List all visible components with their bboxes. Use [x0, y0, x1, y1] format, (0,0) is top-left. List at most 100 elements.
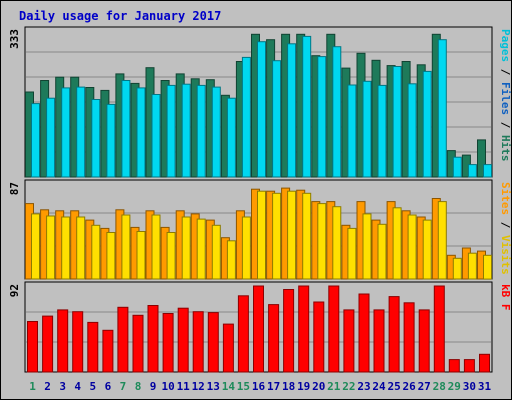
bar-files-17: [272, 60, 282, 178]
bar-sites-4: [76, 216, 86, 280]
bar-files-19: [302, 35, 312, 178]
bar-files-14: [226, 97, 236, 178]
bar-kb-f-15: [237, 295, 249, 373]
x-tick-27: 27: [418, 380, 431, 393]
bar-sites-10: [166, 232, 176, 280]
panel-kbytes: 92 kB F: [8, 281, 511, 373]
bar-kb-f-7: [117, 306, 129, 373]
axis-label-part: /: [499, 62, 511, 82]
bar-kb-f-9: [147, 305, 159, 373]
bar-sites-1: [31, 213, 40, 280]
bar-kb-f-14: [222, 323, 234, 373]
bar-files-7: [121, 80, 131, 178]
bar-sites-31: [483, 254, 492, 280]
x-tick-25: 25: [387, 380, 400, 393]
x-tick-13: 13: [207, 380, 220, 393]
x-tick-7: 7: [120, 380, 127, 393]
panel-visits_sites: 87 Sites / Visits: [8, 179, 511, 280]
x-tick-8: 8: [135, 380, 142, 393]
max-label: 92: [8, 284, 21, 297]
x-tick-12: 12: [192, 380, 205, 393]
bar-files-1: [31, 103, 40, 178]
bar-kb-f-20: [313, 301, 325, 373]
x-tick-21: 21: [327, 380, 341, 393]
bar-kb-f-10: [162, 313, 174, 373]
bar-files-3: [61, 87, 71, 178]
bar-files-9: [151, 94, 161, 178]
bar-kb-f-19: [298, 285, 310, 373]
bar-files-31: [483, 164, 492, 178]
bar-sites-25: [392, 207, 402, 280]
bar-files-29: [452, 156, 462, 178]
x-tick-2: 2: [44, 380, 51, 393]
bar-hits-31: [477, 139, 486, 178]
bar-kb-f-2: [42, 315, 54, 373]
bar-kb-f-17: [268, 304, 280, 373]
bar-files-4: [76, 86, 86, 178]
x-tick-23: 23: [357, 380, 370, 393]
bar-sites-11: [181, 216, 191, 280]
axis-label-part: Pages: [499, 29, 511, 62]
bar-kb-f-22: [343, 309, 355, 373]
axis-label-hits_files_pages: Pages / Files / Hits: [499, 29, 511, 162]
x-tick-3: 3: [59, 380, 66, 393]
bar-sites-19: [302, 192, 312, 280]
bar-kb-f-26: [403, 302, 415, 373]
bar-kb-f-11: [177, 307, 189, 373]
axis-label-visits_sites: Sites / Visits: [499, 182, 511, 275]
bar-files-15: [241, 56, 251, 178]
x-tick-26: 26: [402, 380, 416, 393]
bar-files-26: [407, 83, 417, 178]
bar-sites-26: [407, 214, 417, 280]
max-label: 87: [8, 182, 21, 195]
x-tick-24: 24: [372, 380, 386, 393]
bar-sites-27: [422, 219, 432, 280]
bar-kb-f-24: [373, 309, 385, 373]
bar-files-16: [257, 41, 266, 178]
bar-sites-7: [121, 214, 131, 280]
bar-sites-18: [287, 190, 297, 280]
bar-kb-f-4: [72, 311, 84, 373]
bar-kb-f-21: [328, 285, 340, 373]
bar-sites-8: [136, 231, 146, 280]
axis-label-part: kB F: [499, 284, 511, 311]
bar-files-12: [196, 84, 206, 178]
bar-kb-f-23: [358, 293, 370, 373]
panel-hits_files_pages: 333 Pages / Files / Hits: [8, 26, 511, 178]
x-tick-17: 17: [267, 380, 280, 393]
bar-files-6: [106, 103, 116, 178]
bar-kb-f-12: [192, 311, 204, 373]
bar-sites-24: [377, 223, 387, 280]
bar-files-11: [181, 83, 191, 178]
bar-sites-13: [211, 224, 221, 280]
bar-files-27: [422, 70, 432, 178]
bar-sites-16: [257, 190, 266, 280]
bar-sites-5: [91, 224, 101, 280]
bar-kb-f-25: [388, 296, 400, 373]
bar-kb-f-8: [132, 314, 144, 373]
bar-files-5: [91, 99, 101, 178]
bar-sites-9: [151, 214, 161, 280]
x-tick-31: 31: [478, 380, 492, 393]
bar-files-18: [287, 43, 297, 178]
bar-sites-28: [437, 201, 447, 280]
x-tick-1: 1: [29, 380, 36, 393]
bar-kb-f-30: [463, 359, 475, 373]
bar-kb-f-16: [253, 285, 264, 373]
bar-sites-12: [196, 218, 206, 280]
bar-files-23: [362, 80, 372, 178]
bar-sites-30: [467, 252, 477, 280]
x-tick-28: 28: [433, 380, 446, 393]
axis-label-part: Sites: [499, 182, 511, 215]
max-label: 333: [8, 29, 21, 49]
bar-files-13: [211, 86, 221, 178]
bar-sites-21: [332, 206, 342, 280]
bar-kb-f-18: [283, 289, 295, 373]
bar-sites-15: [241, 216, 251, 280]
x-tick-9: 9: [150, 380, 157, 393]
axis-label-part: Files: [499, 82, 511, 115]
bar-sites-2: [46, 215, 56, 280]
x-tick-20: 20: [312, 380, 325, 393]
x-tick-18: 18: [282, 380, 295, 393]
